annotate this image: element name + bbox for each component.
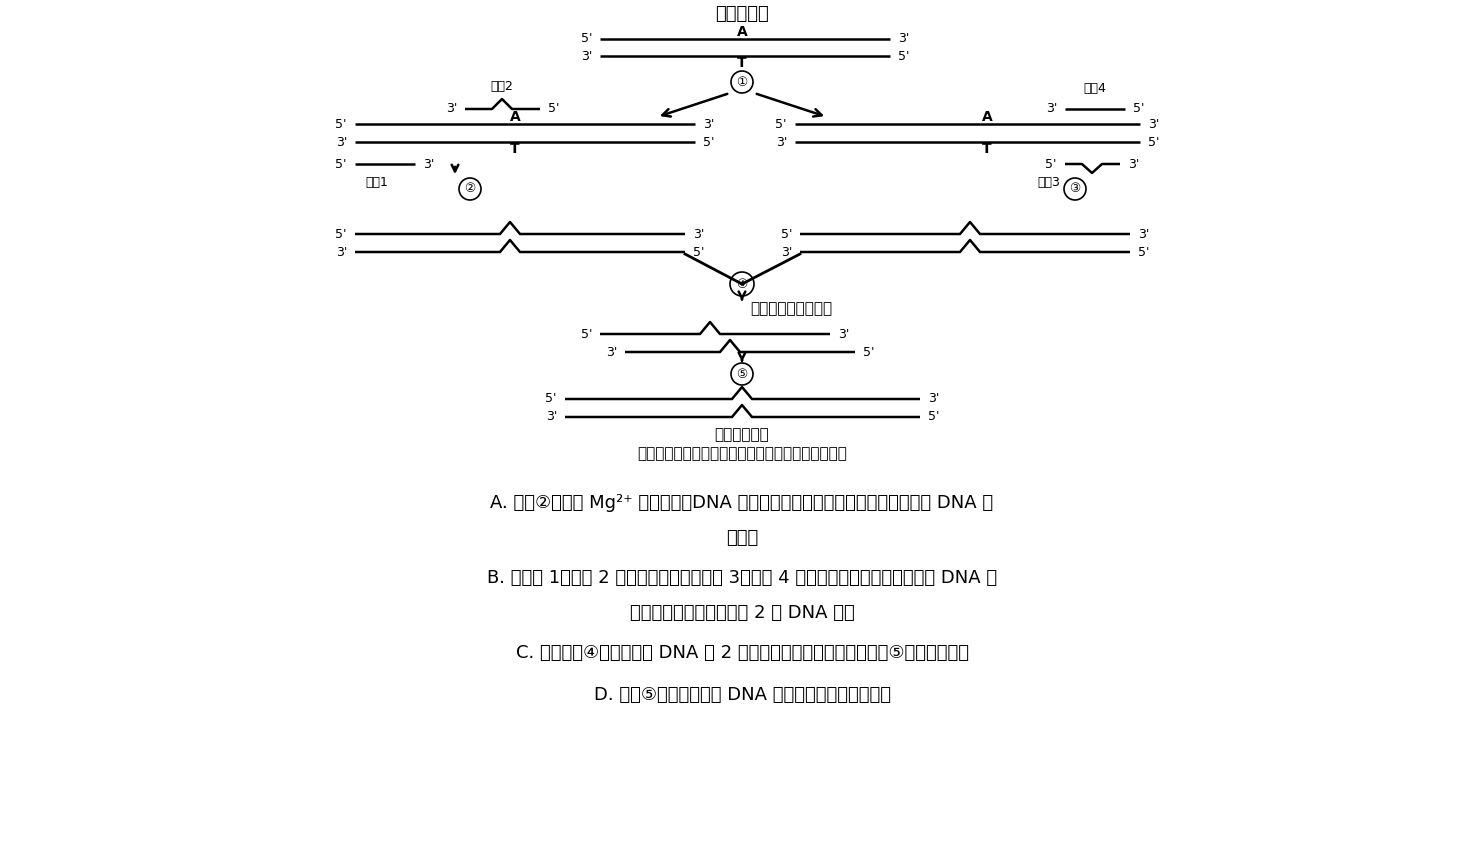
Text: 3': 3' <box>335 245 347 258</box>
Text: 5': 5' <box>703 136 715 149</box>
Text: 拟突变位点: 拟突变位点 <box>715 5 768 23</box>
Text: 5': 5' <box>1148 136 1160 149</box>
Text: 3': 3' <box>546 410 558 423</box>
Text: 注：引物突起处代表与模板链不能互补的突变位点。: 注：引物突起处代表与模板链不能互补的突变位点。 <box>638 447 847 461</box>
Text: 3': 3' <box>581 49 592 62</box>
Text: 3': 3' <box>1137 227 1149 240</box>
Text: A: A <box>737 25 747 39</box>
Text: 3': 3' <box>1148 118 1160 130</box>
Text: C. 经过过程④获得的杂交 DNA 有 2 种，其中只有一种可以经过过程⑤获得目的基因: C. 经过过程④获得的杂交 DNA 有 2 种，其中只有一种可以经过过程⑤获得目… <box>516 644 968 662</box>
Text: A: A <box>510 110 521 124</box>
Text: D. 过程⑤使用耐高温的 DNA 聚合酶延伸，不需要引物: D. 过程⑤使用耐高温的 DNA 聚合酶延伸，不需要引物 <box>593 686 890 704</box>
Text: T: T <box>982 142 992 156</box>
Text: 3': 3' <box>693 227 704 240</box>
Text: ④: ④ <box>737 277 747 290</box>
Text: 5': 5' <box>546 392 558 405</box>
Text: 合酶等: 合酶等 <box>725 529 758 547</box>
Text: 5': 5' <box>693 245 704 258</box>
Text: 3': 3' <box>1129 157 1139 170</box>
Text: T: T <box>737 56 747 70</box>
Text: 3': 3' <box>605 346 617 359</box>
Text: 3': 3' <box>899 33 909 46</box>
Text: 引物2: 引物2 <box>491 80 513 93</box>
Text: ①: ① <box>737 75 747 88</box>
Text: 3': 3' <box>780 245 792 258</box>
Text: 5': 5' <box>335 118 347 130</box>
Text: ③: ③ <box>1069 182 1081 195</box>
Text: 引物4: 引物4 <box>1084 82 1106 96</box>
Text: 5': 5' <box>780 227 792 240</box>
Text: 3': 3' <box>928 392 939 405</box>
Text: B. 若引物 1、引物 2 组成的反应系统和引物 3、引物 4 组成的反应系统中均进行一次 DNA 分: B. 若引物 1、引物 2 组成的反应系统和引物 3、引物 4 组成的反应系统中… <box>486 569 997 587</box>
Text: 混合、变性后，杂交: 混合、变性后，杂交 <box>750 302 832 316</box>
Text: 5': 5' <box>549 103 559 116</box>
Text: ②: ② <box>464 182 476 195</box>
Text: 5': 5' <box>899 49 909 62</box>
Text: ⑤: ⑤ <box>737 367 747 380</box>
Text: 引物3: 引物3 <box>1037 175 1060 188</box>
Text: 引物1: 引物1 <box>365 175 389 188</box>
Text: 5': 5' <box>1137 245 1149 258</box>
Text: 5': 5' <box>1046 157 1057 170</box>
Text: 5': 5' <box>580 33 592 46</box>
Text: 突变后的基因: 突变后的基因 <box>715 428 770 442</box>
Text: 子的复制，则一共会产生 2 种 DNA 分子: 子的复制，则一共会产生 2 种 DNA 分子 <box>630 604 854 622</box>
Text: 5': 5' <box>580 327 592 340</box>
Text: 5': 5' <box>776 118 787 130</box>
Text: T: T <box>510 142 521 156</box>
Text: 3': 3' <box>1046 103 1057 116</box>
Text: 5': 5' <box>1133 103 1145 116</box>
Text: 3': 3' <box>335 136 347 149</box>
Text: 3': 3' <box>838 327 850 340</box>
Text: 5': 5' <box>928 410 940 423</box>
Text: 5': 5' <box>335 157 347 170</box>
Text: 5': 5' <box>863 346 875 359</box>
Text: A: A <box>982 110 992 124</box>
Text: 3': 3' <box>445 103 457 116</box>
Text: 5': 5' <box>335 227 347 240</box>
Text: 3': 3' <box>703 118 715 130</box>
Text: 3': 3' <box>776 136 787 149</box>
Text: 3': 3' <box>423 157 435 170</box>
Text: A. 过程②需要含 Mg²⁺ 的缓冲液、DNA 模板、引物、四种脱氧核苷酸、耐高温的 DNA 聚: A. 过程②需要含 Mg²⁺ 的缓冲液、DNA 模板、引物、四种脱氧核苷酸、耐高… <box>491 494 994 512</box>
